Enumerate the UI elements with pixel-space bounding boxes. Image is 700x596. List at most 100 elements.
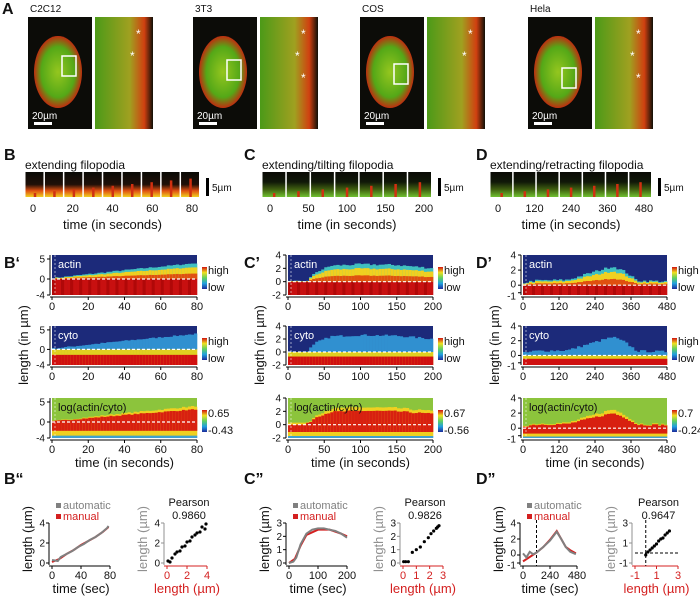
- kymo-cell: [622, 285, 626, 295]
- automatic-series-line: [522, 530, 577, 560]
- kymo-cell: [61, 420, 65, 431]
- timelapse-frame: [359, 172, 383, 197]
- kymo-cell: [64, 354, 68, 365]
- kymo-cell: [118, 279, 122, 295]
- kymo-cell: [336, 335, 340, 352]
- panel-label-a: A: [2, 1, 14, 18]
- y-tick-label: 4: [510, 322, 516, 333]
- kymo-cell: [354, 268, 358, 282]
- kymo-cell: [187, 435, 192, 438]
- kymo-cell: [315, 274, 319, 282]
- kymo-cell: [550, 425, 554, 434]
- kymo-cell: [52, 435, 56, 438]
- kymo-cell: [363, 411, 367, 432]
- kymo-cell: [354, 410, 358, 432]
- kymo-cell: [556, 281, 560, 286]
- kymo-cell: [604, 436, 608, 438]
- kymo-cell: [556, 358, 560, 365]
- kymo-cell: [562, 358, 566, 365]
- filopodium: [592, 185, 596, 197]
- kymo-cell: [571, 282, 575, 286]
- filopodium: [33, 193, 37, 197]
- kymo-cell: [94, 343, 98, 350]
- kymo-cell: [136, 435, 140, 438]
- kymo-cell: [381, 281, 385, 295]
- y-tick-label: 0: [510, 280, 516, 291]
- kymo-cell: [55, 279, 59, 295]
- legend-swatch-manual: [293, 514, 298, 519]
- kymo-cell: [613, 413, 617, 434]
- x-tick-label: 40: [118, 444, 130, 456]
- kymo-cell: [595, 436, 599, 438]
- timelapse-frame: [64, 172, 83, 197]
- x-tick-label: 0: [520, 444, 526, 456]
- colorbar: [438, 267, 443, 289]
- x-axis-label: time (sec): [52, 581, 109, 596]
- kymo-cell: [625, 358, 629, 365]
- x-tick-label: 50: [318, 371, 330, 383]
- kymo-cell: [321, 272, 325, 282]
- kymo-cell: [583, 436, 587, 438]
- kymo-cell: [598, 285, 602, 295]
- kymo-cell: [115, 272, 119, 279]
- kymo-cell: [652, 285, 656, 295]
- scatter-point: [663, 533, 667, 537]
- kymo-cell: [577, 282, 581, 286]
- kymo-cell: [345, 410, 349, 432]
- kymo-cell: [106, 273, 110, 279]
- kymo-cell: [330, 436, 334, 438]
- kymo-cell: [526, 285, 530, 295]
- kymo-cell: [529, 425, 533, 434]
- kymo-cell: [532, 350, 536, 356]
- kymo-cell: [55, 420, 59, 431]
- kymo-cell: [366, 410, 370, 432]
- kymo-cell: [634, 358, 638, 365]
- y-tick-label: 2: [510, 409, 516, 420]
- kymo-cell: [420, 412, 425, 432]
- kymo-cell: [595, 416, 599, 434]
- colorbar-min-label: -0.43: [208, 425, 233, 437]
- kymo-cell: [658, 285, 662, 295]
- kymo-cell: [148, 270, 152, 279]
- kymo-cell: [166, 336, 171, 350]
- x-tick-label: 20: [82, 444, 94, 456]
- kymo-cell: [402, 269, 407, 282]
- kymo-cell: [184, 273, 189, 279]
- kymo-cell: [562, 285, 566, 295]
- y-tick-label: 0: [276, 559, 282, 570]
- kymo-cell: [357, 281, 361, 295]
- kymo-cell: [646, 285, 650, 295]
- kymo-cell: [52, 347, 56, 350]
- kymo-cell: [127, 279, 131, 295]
- kymo-cell: [76, 279, 80, 295]
- kymo-cell: [559, 285, 563, 295]
- y-tick-label: -2: [272, 361, 281, 372]
- kymo-cell: [393, 436, 398, 438]
- asterisk-marker: *: [630, 49, 635, 63]
- x-tick-label: 120: [550, 301, 568, 313]
- kymo-cell: [574, 358, 578, 365]
- x-tick-label: 150: [388, 371, 406, 383]
- kymo-cell: [109, 435, 113, 438]
- kymo-cell: [616, 414, 620, 434]
- kymo-cell: [100, 276, 104, 279]
- x-tick-label: 50: [318, 444, 330, 456]
- kymo-cell: [73, 419, 77, 431]
- kymo-cell: [184, 410, 189, 431]
- kymo-cell: [607, 279, 611, 286]
- kymo-cell: [559, 424, 563, 434]
- cell-body: [34, 36, 82, 108]
- kymo-cell: [360, 281, 364, 295]
- kymo-cell: [169, 274, 174, 279]
- kymo-cell: [142, 279, 146, 295]
- kymo-cell: [640, 424, 644, 434]
- kymo-cell: [375, 275, 379, 282]
- kymo-cell: [640, 358, 644, 365]
- x-tick-label: 80: [104, 570, 116, 582]
- kymo-cell: [339, 411, 343, 432]
- y-tick-label: 2: [276, 532, 282, 543]
- kymo-cell: [312, 344, 316, 352]
- kymo-cell: [601, 416, 605, 434]
- kymo-cell: [130, 275, 134, 279]
- kymo-cell: [562, 350, 566, 356]
